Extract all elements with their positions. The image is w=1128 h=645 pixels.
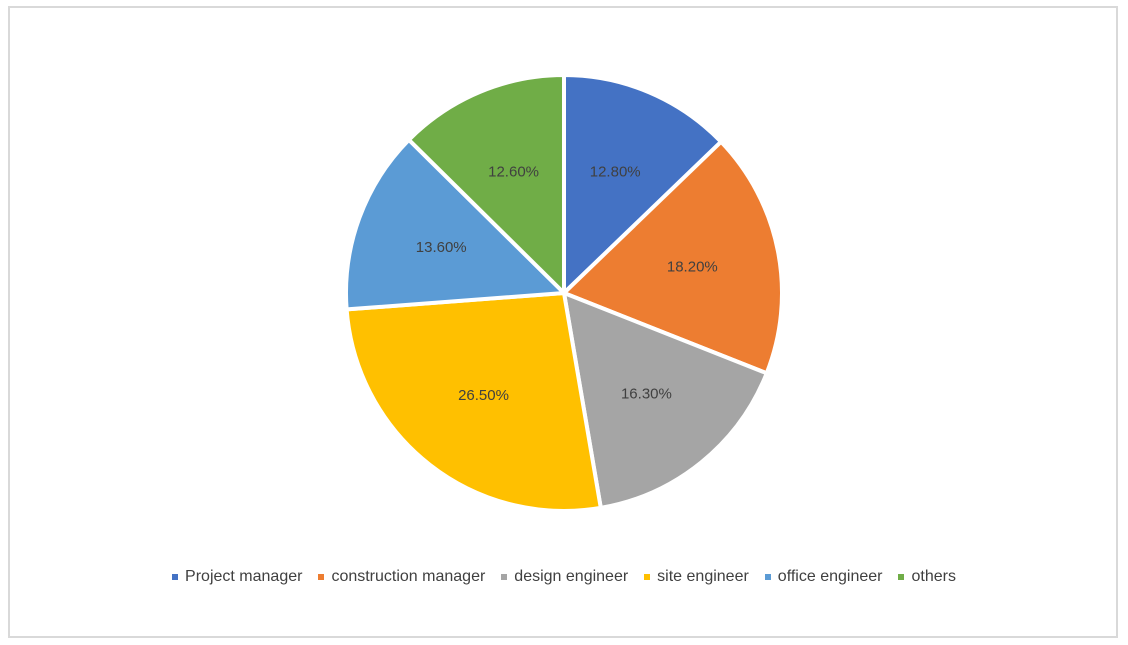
legend-label-office-engineer: office engineer: [777, 568, 883, 585]
pie-slice-construction-manager: [562, 139, 784, 376]
legend-item-others: others: [898, 568, 956, 586]
legend-label-design-engineer: design engineer: [514, 568, 629, 585]
legend-item-project-manager: Project manager: [172, 568, 302, 586]
chart-legend: Project manager construction manager des…: [0, 568, 1128, 586]
legend-swatch-office-engineer: [764, 574, 771, 580]
pie-slice-others: [406, 73, 566, 295]
data-label-office-engineer: 13.60%: [416, 239, 467, 256]
legend-swatch-others: [898, 574, 905, 580]
legend-item-site-engineer: site engineer: [644, 568, 749, 586]
legend-label-site-engineer: site engineer: [657, 568, 749, 585]
data-label-site-engineer: 26.50%: [458, 387, 509, 404]
data-label-construction-manager: 18.20%: [667, 259, 718, 276]
data-label-others: 12.60%: [488, 163, 539, 180]
pie-slice-office-engineer: [344, 137, 566, 312]
legend-swatch-project-manager: [172, 574, 179, 580]
data-label-project-manager: 12.80%: [590, 164, 641, 181]
legend-item-construction-manager: construction manager: [318, 568, 485, 586]
pie-slice-site-engineer: [344, 291, 603, 513]
legend-item-office-engineer: office engineer: [764, 568, 883, 586]
legend-label-construction-manager: construction manager: [331, 568, 486, 585]
legend-swatch-site-engineer: [644, 574, 651, 580]
data-label-design-engineer: 16.30%: [621, 386, 672, 403]
pie-data-labels: 12.80% 18.20% 16.30% 26.50% 13.60% 12.60%: [416, 163, 718, 404]
legend-swatch-construction-manager: [318, 574, 325, 580]
pie-slice-design-engineer: [562, 291, 769, 510]
pie-slice-project-manager: [562, 73, 724, 295]
pie-slices: [344, 73, 784, 513]
legend-label-project-manager: Project manager: [185, 568, 303, 585]
legend-label-others: others: [911, 568, 956, 585]
legend-item-design-engineer: design engineer: [501, 568, 628, 586]
legend-swatch-design-engineer: [501, 574, 508, 580]
